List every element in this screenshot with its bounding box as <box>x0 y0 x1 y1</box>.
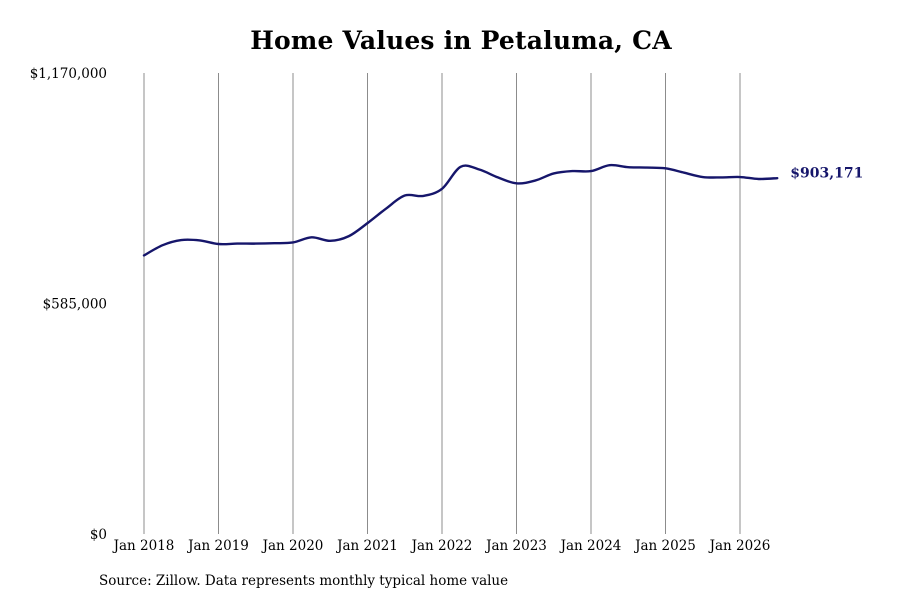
gridlines <box>143 73 741 534</box>
end-value-label: $903,171 <box>790 166 863 182</box>
y-tick-label: $0 <box>90 527 107 543</box>
chart-title: Home Values in Petaluma, CA <box>250 26 672 55</box>
x-tick-label: Jan 2020 <box>261 538 324 554</box>
series-group: $903,171 <box>142 163 863 257</box>
x-tick-label: Jan 2025 <box>633 538 696 554</box>
x-axis: Jan 2018 Jan 2019 Jan 2020 Jan 2021 Jan 2022… <box>112 538 771 554</box>
x-tick-label: Jan 2022 <box>410 538 473 554</box>
x-tick-label: Jan 2024 <box>559 538 622 554</box>
y-axis: $0 $585,000 $1,170,000 <box>30 66 107 543</box>
x-tick-label: Jan 2021 <box>335 538 398 554</box>
y-tick-label: $585,000 <box>43 297 107 313</box>
y-tick-label: $1,170,000 <box>30 66 107 82</box>
source-note: Source: Zillow. Data represents monthly … <box>99 573 509 589</box>
x-tick-label: Jan 2018 <box>112 538 175 554</box>
x-tick-label: Jan 2026 <box>708 538 771 554</box>
series-line <box>142 163 779 257</box>
x-tick-label: Jan 2023 <box>484 538 547 554</box>
x-tick-label: Jan 2019 <box>186 538 249 554</box>
